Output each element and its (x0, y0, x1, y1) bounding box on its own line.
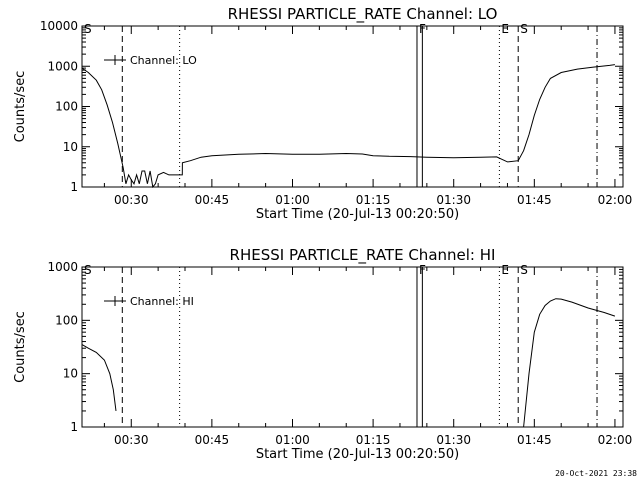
x-tick-label: 01:30 (436, 433, 471, 447)
x-tick-label: 01:00 (275, 433, 310, 447)
series-line (523, 298, 616, 428)
y-tick-label: 1000 (47, 260, 78, 274)
plot-frame (81, 25, 624, 188)
y-tick-label: 10 (63, 367, 78, 381)
panel-channel-hi: RHESSI PARTICLE_RATE Channel: HI 1 10 100 10… (13, 246, 632, 462)
event-marker-label: E (501, 263, 509, 277)
y-tick-label: 100 (55, 100, 78, 114)
y-axis-label: Counts/sec (13, 71, 28, 143)
event-marker-label: S (520, 22, 528, 36)
x-tick-label: 01:45 (517, 433, 552, 447)
x-tick-label: 01:45 (517, 193, 552, 207)
legend-entry: Channel: HI (130, 295, 194, 308)
event-marker-label: S (84, 263, 92, 277)
x-axis-label: Start Time (20-Jul-13 00:20:50) (256, 447, 459, 462)
x-tick-label: 01:00 (275, 193, 310, 207)
y-tick-label: 1 (70, 420, 78, 434)
x-tick-label: 02:00 (598, 193, 633, 207)
x-tick-label: 01:15 (356, 193, 391, 207)
x-tick-label: 01:30 (436, 193, 471, 207)
chart-title: RHESSI PARTICLE_RATE Channel: HI (230, 246, 496, 265)
event-marker-label: S (84, 22, 92, 36)
panel-channel-lo: RHESSI PARTICLE_RATE Channel: LO 1 10 100 10… (13, 5, 632, 222)
x-tick-label: 01:15 (356, 433, 391, 447)
x-tick-label: 00:30 (114, 433, 149, 447)
chart-title: RHESSI PARTICLE_RATE Channel: LO (228, 5, 498, 24)
y-tick-label: 100 (55, 313, 78, 327)
series-line (81, 344, 117, 411)
y-axis-label: Counts/sec (13, 311, 28, 383)
x-tick-label: 00:45 (195, 433, 230, 447)
series-line (81, 64, 615, 189)
x-tick-label: 00:30 (114, 193, 149, 207)
event-marker-label: S (520, 263, 528, 277)
x-tick-label: 00:45 (195, 193, 230, 207)
x-axis-label: Start Time (20-Jul-13 00:20:50) (256, 207, 459, 222)
y-tick-label: 1000 (47, 59, 78, 73)
event-marker-label: E (501, 22, 509, 36)
y-tick-label: 1 (70, 180, 78, 194)
footer-timestamp: 20-Oct-2021 23:38 (555, 469, 637, 478)
plot-frame (81, 266, 624, 428)
x-tick-label: 02:00 (598, 433, 633, 447)
y-tick-label: 10000 (40, 19, 78, 33)
y-tick-label: 10 (63, 140, 78, 154)
legend-entry: Channel: LO (130, 54, 197, 67)
